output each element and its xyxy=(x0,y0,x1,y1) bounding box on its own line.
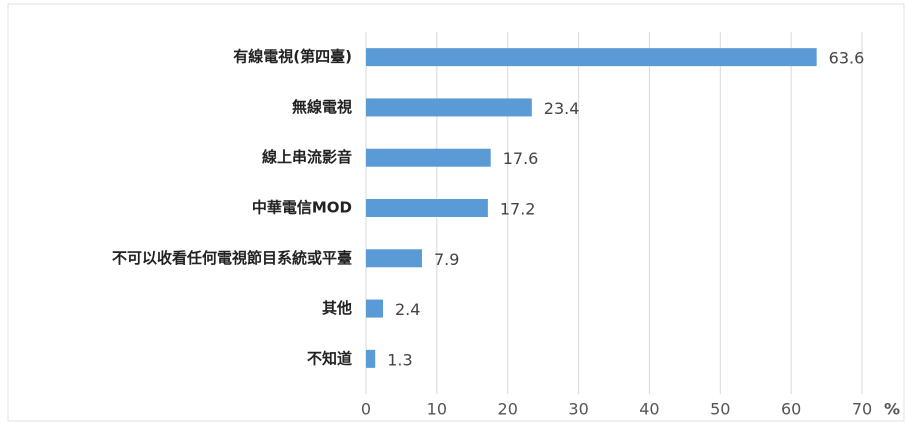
value-label: 1.3 xyxy=(387,350,412,369)
value-label: 17.6 xyxy=(503,149,539,168)
x-tick-label: 20 xyxy=(498,400,518,419)
y-tick-label: 中華電信MOD xyxy=(252,199,352,217)
chart-frame xyxy=(7,3,905,422)
bar xyxy=(366,148,491,167)
bar xyxy=(366,98,532,117)
value-label: 2.4 xyxy=(395,300,420,319)
x-tick-label: 30 xyxy=(568,400,588,419)
x-axis-label: % xyxy=(884,400,900,419)
x-tick-label: 0 xyxy=(361,400,371,419)
bar xyxy=(366,349,376,368)
y-tick-label: 其他 xyxy=(322,299,352,317)
value-label: 7.9 xyxy=(434,250,459,269)
bar xyxy=(366,249,422,268)
x-tick-label: 60 xyxy=(781,400,801,419)
y-tick-label: 有線電視(第四臺) xyxy=(233,48,352,66)
x-tick-label: 70 xyxy=(852,400,872,419)
value-label: 23.4 xyxy=(544,99,580,118)
y-tick-label: 線上串流影音 xyxy=(262,148,352,166)
y-tick-label: 不知道 xyxy=(307,349,352,367)
x-tick-label: 40 xyxy=(639,400,659,419)
bar xyxy=(366,48,817,67)
bar xyxy=(366,299,384,318)
y-tick-label: 不可以收看任何電視節目系統或平臺 xyxy=(112,249,352,267)
value-label: 17.2 xyxy=(500,200,536,219)
bar xyxy=(366,199,488,217)
x-tick-label: 50 xyxy=(710,400,730,419)
value-label: 63.6 xyxy=(829,49,865,68)
x-tick-label: 10 xyxy=(427,400,447,419)
y-tick-label: 無線電視 xyxy=(292,98,352,116)
